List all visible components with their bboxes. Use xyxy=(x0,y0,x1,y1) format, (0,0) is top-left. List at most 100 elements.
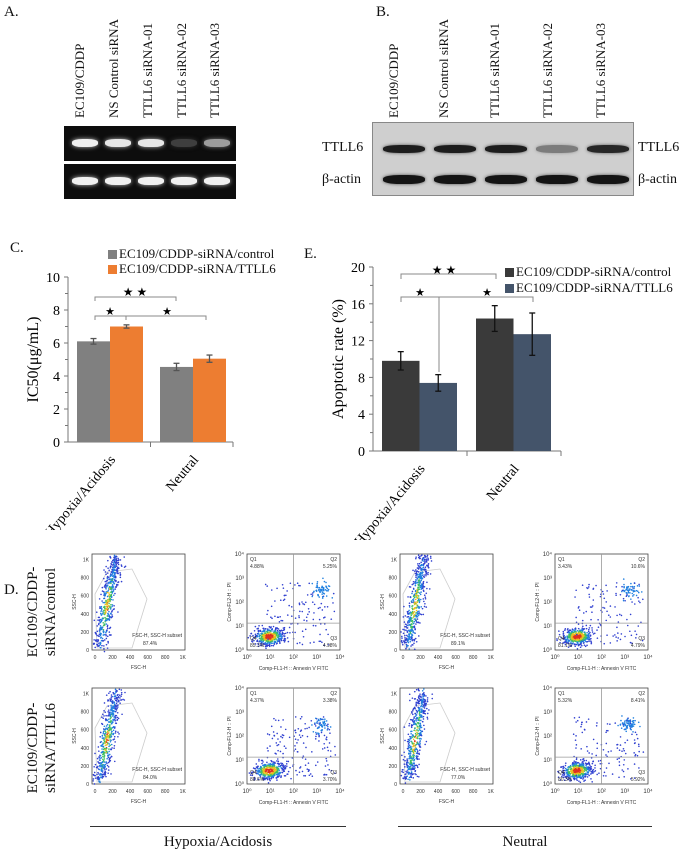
event-dot xyxy=(110,709,112,712)
event-dot xyxy=(632,590,635,593)
event-dot xyxy=(630,585,632,588)
blot-band xyxy=(587,145,629,153)
event-dot xyxy=(105,637,108,640)
event-dot xyxy=(423,569,426,571)
event-dot xyxy=(583,637,585,639)
x-tick-label: 10² xyxy=(597,789,606,795)
event-dot xyxy=(117,581,119,584)
event-dot xyxy=(407,778,409,781)
event-dot xyxy=(102,745,105,748)
event-dot xyxy=(590,766,593,768)
event-dot xyxy=(584,632,586,634)
quadrant-percent-q2: 3.38% xyxy=(323,698,338,704)
event-dot xyxy=(95,632,97,635)
event-dot xyxy=(404,766,406,768)
event-dot xyxy=(267,770,270,772)
event-dot xyxy=(635,594,638,597)
event-dot xyxy=(563,636,566,639)
event-dot xyxy=(109,736,111,739)
event-dot xyxy=(571,628,574,630)
event-dot xyxy=(619,638,622,641)
event-dot xyxy=(316,586,319,589)
event-dot xyxy=(271,628,273,630)
event-dot xyxy=(621,722,624,725)
y-tick-label: 10⁴ xyxy=(235,551,245,558)
event-dot xyxy=(116,711,119,714)
event-dot xyxy=(422,560,424,562)
event-dot xyxy=(296,773,298,776)
event-dot xyxy=(411,697,414,699)
event-dot xyxy=(567,646,570,648)
event-dot xyxy=(120,691,123,694)
event-dot xyxy=(586,745,588,748)
event-dot xyxy=(423,574,425,576)
y-tick-label: 0 xyxy=(394,782,397,788)
event-dot xyxy=(415,612,417,614)
event-dot xyxy=(425,571,427,573)
event-dot xyxy=(289,766,291,769)
event-dot xyxy=(274,600,276,602)
event-dot xyxy=(305,616,308,619)
event-dot xyxy=(276,634,278,637)
event-dot xyxy=(299,584,301,587)
significance-bracket xyxy=(400,296,534,302)
event-dot xyxy=(306,768,309,770)
event-dot xyxy=(574,765,576,767)
event-dot xyxy=(248,772,251,774)
event-dot xyxy=(412,644,414,646)
event-dot xyxy=(418,763,420,766)
event-dot xyxy=(107,756,110,759)
event-dot xyxy=(411,623,413,625)
y-tick-label: 16 xyxy=(351,298,365,313)
event-dot xyxy=(422,566,425,569)
event-dot xyxy=(102,752,105,754)
event-dot xyxy=(407,635,409,638)
event-dot xyxy=(413,758,416,761)
event-dot xyxy=(419,708,421,710)
event-dot xyxy=(556,639,558,642)
event-dot xyxy=(568,766,571,769)
event-dot xyxy=(105,631,107,634)
quadrant-percent-q3: 4.98% xyxy=(323,643,338,649)
event-dot xyxy=(410,618,413,620)
event-dot xyxy=(421,690,424,692)
event-dot xyxy=(412,713,414,716)
event-dot xyxy=(112,586,115,588)
event-dot xyxy=(107,613,109,615)
event-dot xyxy=(585,721,588,723)
event-dot xyxy=(616,640,618,642)
event-dot xyxy=(572,775,574,778)
quadrant-percent-q3: 4.79% xyxy=(631,643,646,649)
event-dot xyxy=(408,693,411,696)
event-dot xyxy=(419,749,421,752)
y-tick-label: 600 xyxy=(81,594,90,600)
group-label-neutral: Neutral xyxy=(502,834,548,850)
event-dot xyxy=(318,726,320,728)
event-dot xyxy=(328,742,331,744)
event-dot xyxy=(415,720,418,722)
event-dot xyxy=(409,616,412,619)
event-dot xyxy=(323,742,326,745)
event-dot xyxy=(621,769,624,771)
event-dot xyxy=(318,596,321,598)
event-dot xyxy=(576,776,579,779)
event-dot xyxy=(579,773,582,776)
event-dot xyxy=(99,607,101,610)
event-dot xyxy=(580,748,582,750)
event-dot xyxy=(423,728,426,730)
event-dot xyxy=(405,770,407,773)
event-dot xyxy=(102,713,104,716)
event-dot xyxy=(411,736,413,739)
event-dot xyxy=(622,597,625,600)
event-dot xyxy=(260,642,262,645)
event-dot xyxy=(116,694,119,696)
event-dot xyxy=(265,627,267,630)
event-dot xyxy=(262,767,265,770)
event-dot xyxy=(616,744,618,746)
event-dot xyxy=(415,701,418,704)
lane-label: EC109/CDDP xyxy=(386,43,401,118)
x-tick-label: 10¹ xyxy=(574,655,583,661)
event-dot xyxy=(111,747,113,749)
event-dot xyxy=(105,731,107,734)
event-dot xyxy=(111,573,114,575)
